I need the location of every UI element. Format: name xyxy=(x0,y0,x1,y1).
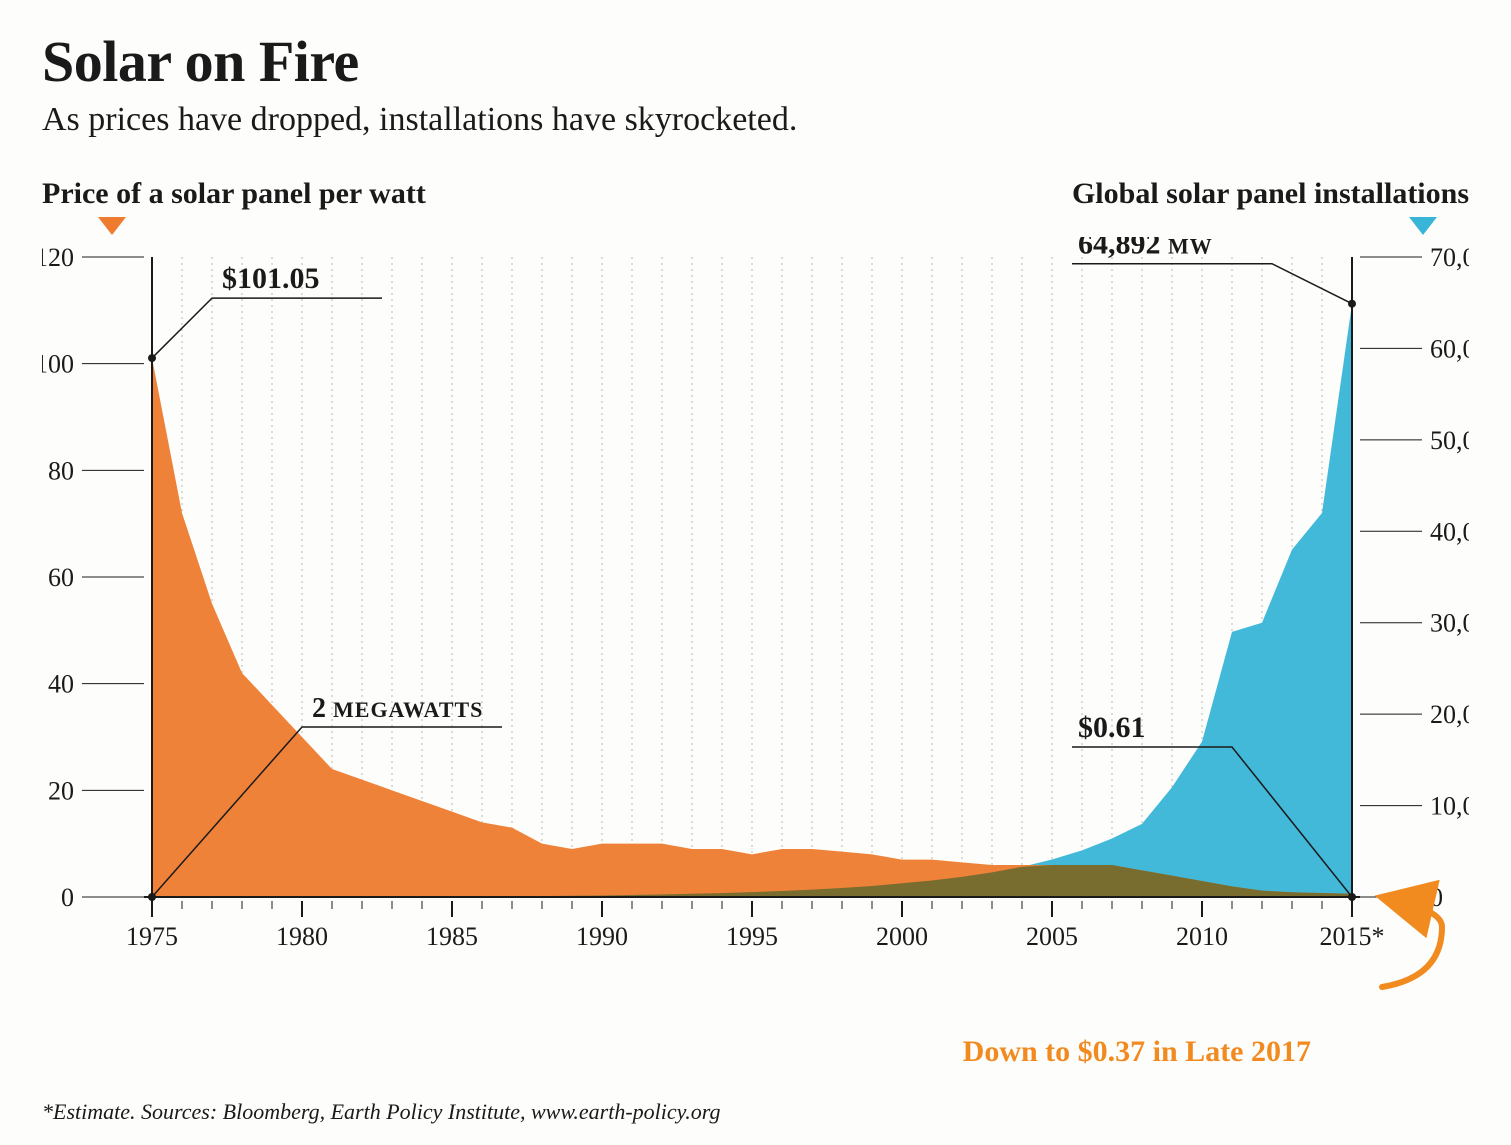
right-axis-title: Global solar panel installations xyxy=(1072,177,1469,211)
axis-titles: Price of a solar panel per watt Global s… xyxy=(42,177,1469,211)
svg-text:1990: 1990 xyxy=(576,922,628,951)
chart-subtitle: As prices have dropped, installations ha… xyxy=(42,101,1469,139)
source-footnote: *Estimate. Sources: Bloomberg, Earth Pol… xyxy=(42,1099,720,1125)
svg-text:20,000: 20,000 xyxy=(1430,700,1469,729)
svg-text:0: 0 xyxy=(1430,883,1443,912)
svg-text:2000: 2000 xyxy=(876,922,928,951)
svg-text:70,000: 70,000 xyxy=(1430,243,1469,272)
svg-text:80: 80 xyxy=(48,456,74,485)
triangle-left-icon xyxy=(98,217,126,235)
svg-text:$120: $120 xyxy=(42,243,74,272)
dual-axis-chart: 0 20 40 60 80 100 $120 0 10,000 20,000 30,000 40,00… xyxy=(42,237,1469,1007)
svg-text:64,892 MW: 64,892 MW xyxy=(1078,237,1213,261)
svg-text:40,000: 40,000 xyxy=(1430,517,1469,546)
svg-text:20: 20 xyxy=(48,776,74,805)
annotation-2017: Down to $0.37 in Late 2017 xyxy=(963,1035,1311,1069)
svg-text:30,000: 30,000 xyxy=(1430,609,1469,638)
svg-text:2 MEGAWATTS: 2 MEGAWATTS xyxy=(312,693,483,724)
svg-text:$101.05: $101.05 xyxy=(222,262,320,295)
svg-text:1975: 1975 xyxy=(126,922,178,951)
svg-text:50,000: 50,000 xyxy=(1430,426,1469,455)
triangle-right-icon xyxy=(1409,217,1437,235)
svg-text:2005: 2005 xyxy=(1026,922,1078,951)
svg-text:2015*: 2015* xyxy=(1320,922,1385,951)
page-root: Solar on Fire As prices have dropped, in… xyxy=(0,0,1511,1145)
svg-text:$0.61: $0.61 xyxy=(1078,711,1146,744)
svg-text:10,000: 10,000 xyxy=(1430,792,1469,821)
svg-text:60,000: 60,000 xyxy=(1430,334,1469,363)
svg-text:40: 40 xyxy=(48,670,74,699)
left-axis-title: Price of a solar panel per watt xyxy=(42,177,426,211)
svg-text:100: 100 xyxy=(42,350,74,379)
svg-text:0: 0 xyxy=(61,883,74,912)
chart-area: 0 20 40 60 80 100 $120 0 10,000 20,000 30,000 40,00… xyxy=(42,237,1469,1007)
svg-text:60: 60 xyxy=(48,563,74,592)
svg-text:2010: 2010 xyxy=(1176,922,1228,951)
chart-title: Solar on Fire xyxy=(42,28,1469,95)
svg-text:1995: 1995 xyxy=(726,922,778,951)
svg-text:1980: 1980 xyxy=(276,922,328,951)
axis-indicator-row xyxy=(42,217,1469,237)
svg-text:1985: 1985 xyxy=(426,922,478,951)
